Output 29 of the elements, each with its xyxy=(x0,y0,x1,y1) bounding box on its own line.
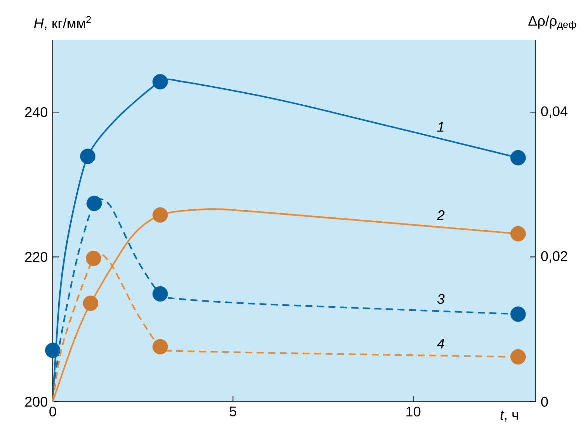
point xyxy=(86,196,102,212)
point xyxy=(152,286,168,302)
point xyxy=(152,339,168,355)
series-label: 3 xyxy=(438,294,445,304)
y-tick-label: 240 xyxy=(25,107,48,118)
y-axis-title: H, кг/мм$^{2}$ xyxy=(34,16,92,30)
series-label: 4 xyxy=(437,338,444,349)
point xyxy=(510,349,526,365)
point xyxy=(83,296,99,312)
series-label: 2 xyxy=(437,210,445,220)
x-tick-label: 0 xyxy=(50,406,56,417)
point xyxy=(45,342,61,358)
point xyxy=(152,208,168,223)
y-tick-label: 200 xyxy=(25,397,48,407)
y2-axis-title: Δρ/ρ$_{деф}$ xyxy=(528,16,576,30)
point xyxy=(152,74,168,90)
point xyxy=(510,306,526,322)
point xyxy=(510,226,526,242)
y2-tick-label: 0,04 xyxy=(541,106,568,118)
point xyxy=(80,148,96,164)
y-tick-label: 220 xyxy=(25,252,48,262)
point xyxy=(510,150,526,166)
point xyxy=(86,250,102,266)
y2-tick-label: 0 xyxy=(541,397,548,407)
x-tick-label: 10 xyxy=(406,406,421,417)
series-label: 1 xyxy=(438,122,444,132)
x-tick-label: 5 xyxy=(230,406,237,417)
y2-tick-label: 0,02 xyxy=(541,251,568,263)
x-axis-title: t, ч xyxy=(500,410,518,422)
